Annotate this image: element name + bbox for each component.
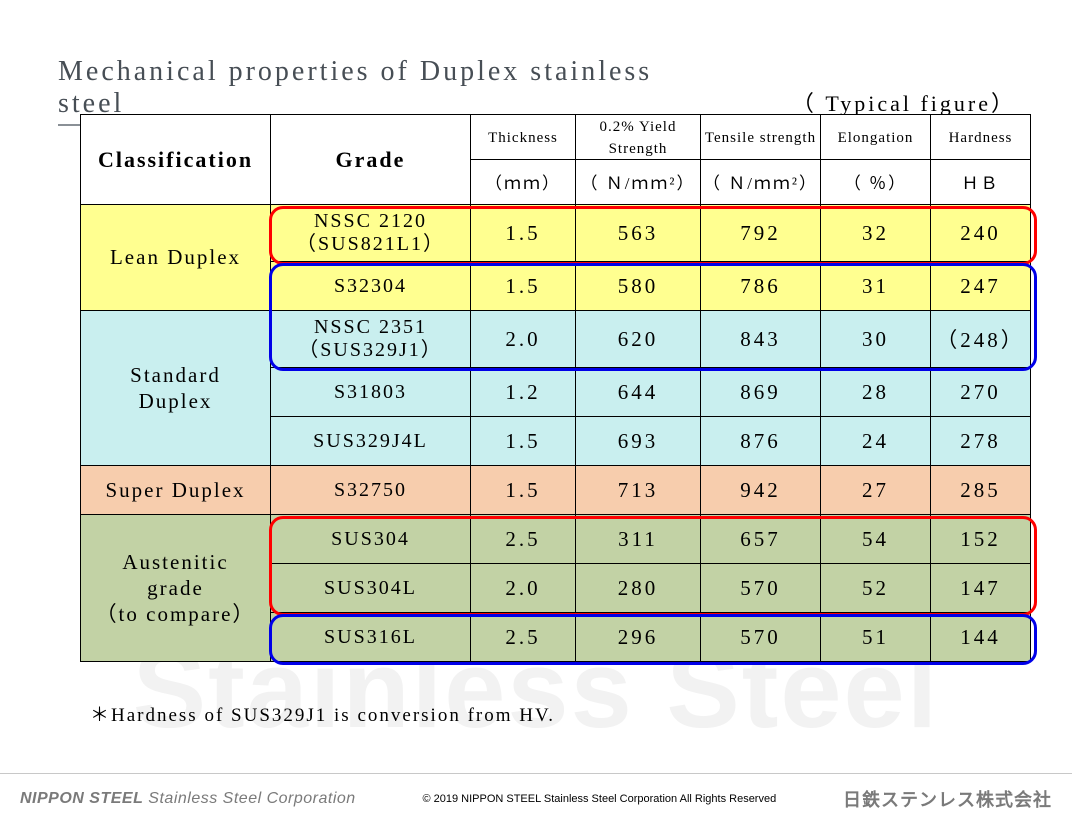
value-cell: 570 [701,564,821,613]
value-cell: 792 [701,205,821,262]
value-cell: 693 [576,417,701,466]
footnote: ＊Hardness of SUS329J1 is conversion from… [90,700,555,727]
col-yield-label: 0.2% Yield Strength [576,115,701,160]
value-cell: 1.5 [471,262,576,311]
value-cell: 876 [701,417,821,466]
footer-copyright: © 2019 NIPPON STEEL Stainless Steel Corp… [422,793,776,805]
col-hardness-unit: ＨＢ [931,160,1031,205]
col-elongation-unit: （ ％） [821,160,931,205]
value-cell: 278 [931,417,1031,466]
footer: NIPPON STEEL Stainless Steel Corporation… [0,775,1072,823]
col-hardness-label: Hardness [931,115,1031,160]
table-body: Lean DuplexNSSC 2120（SUS821L1）1.55637923… [81,205,1031,662]
value-cell: 843 [701,311,821,368]
value-cell: 570 [701,613,821,662]
col-grade: Grade [271,115,471,205]
col-tensile-label: Tensile strength [701,115,821,160]
value-cell: 620 [576,311,701,368]
col-elongation-label: Elongation [821,115,931,160]
grade-cell: S31803 [271,368,471,417]
value-cell: 1.5 [471,466,576,515]
value-cell: 2.5 [471,613,576,662]
table-header: Classification Grade Thickness 0.2% Yiel… [81,115,1031,205]
value-cell: 311 [576,515,701,564]
value-cell: 644 [576,368,701,417]
classification-cell: StandardDuplex [81,311,271,466]
mechanical-properties-table-wrap: Classification Grade Thickness 0.2% Yiel… [80,114,1020,662]
value-cell: 27 [821,466,931,515]
grade-cell: SUS304 [271,515,471,564]
value-cell: 942 [701,466,821,515]
value-cell: 285 [931,466,1031,515]
table-row: Lean DuplexNSSC 2120（SUS821L1）1.55637923… [81,205,1031,262]
value-cell: 580 [576,262,701,311]
value-cell: 657 [701,515,821,564]
value-cell: 786 [701,262,821,311]
classification-cell: Lean Duplex [81,205,271,311]
footer-brand-left: NIPPON STEEL Stainless Steel Corporation [20,790,356,808]
col-thickness-unit: （ｍｍ） [471,160,576,205]
grade-cell: S32750 [271,466,471,515]
col-tensile-unit: （ Ｎ/ｍｍ²） [701,160,821,205]
value-cell: 1.5 [471,417,576,466]
grade-cell: NSSC 2120（SUS821L1） [271,205,471,262]
value-cell: 270 [931,368,1031,417]
value-cell: 240 [931,205,1031,262]
value-cell: 1.5 [471,205,576,262]
value-cell: 296 [576,613,701,662]
value-cell: 869 [701,368,821,417]
value-cell: 1.2 [471,368,576,417]
value-cell: 563 [576,205,701,262]
value-cell: 54 [821,515,931,564]
value-cell: （248） [931,311,1031,368]
footer-brand-bold: NIPPON STEEL [20,790,143,807]
value-cell: 30 [821,311,931,368]
value-cell: 152 [931,515,1031,564]
value-cell: 2.0 [471,564,576,613]
grade-cell: SUS329J4L [271,417,471,466]
value-cell: 147 [931,564,1031,613]
classification-cell: Austeniticgrade（to compare） [81,515,271,662]
table-row: StandardDuplexNSSC 2351（SUS329J1）2.06208… [81,311,1031,368]
grade-cell: S32304 [271,262,471,311]
table-row: Super DuplexS327501.571394227285 [81,466,1031,515]
value-cell: 280 [576,564,701,613]
value-cell: 2.0 [471,311,576,368]
value-cell: 31 [821,262,931,311]
value-cell: 713 [576,466,701,515]
grade-cell: NSSC 2351（SUS329J1） [271,311,471,368]
grade-cell: SUS304L [271,564,471,613]
value-cell: 51 [821,613,931,662]
footer-brand-right: 日鉄ステンレス株式会社 [843,786,1052,812]
col-thickness-label: Thickness [471,115,576,160]
value-cell: 24 [821,417,931,466]
value-cell: 28 [821,368,931,417]
footer-brand-thin: Stainless Steel Corporation [143,790,355,807]
table-row: Austeniticgrade（to compare）SUS3042.53116… [81,515,1031,564]
value-cell: 2.5 [471,515,576,564]
mechanical-properties-table: Classification Grade Thickness 0.2% Yiel… [80,114,1031,662]
classification-cell: Super Duplex [81,466,271,515]
footer-divider [0,773,1072,774]
grade-cell: SUS316L [271,613,471,662]
col-classification: Classification [81,115,271,205]
value-cell: 144 [931,613,1031,662]
value-cell: 32 [821,205,931,262]
col-yield-unit: （ Ｎ/ｍｍ²） [576,160,701,205]
value-cell: 52 [821,564,931,613]
value-cell: 247 [931,262,1031,311]
slide: { "title": "Mechanical properties of Dup… [0,0,1072,823]
